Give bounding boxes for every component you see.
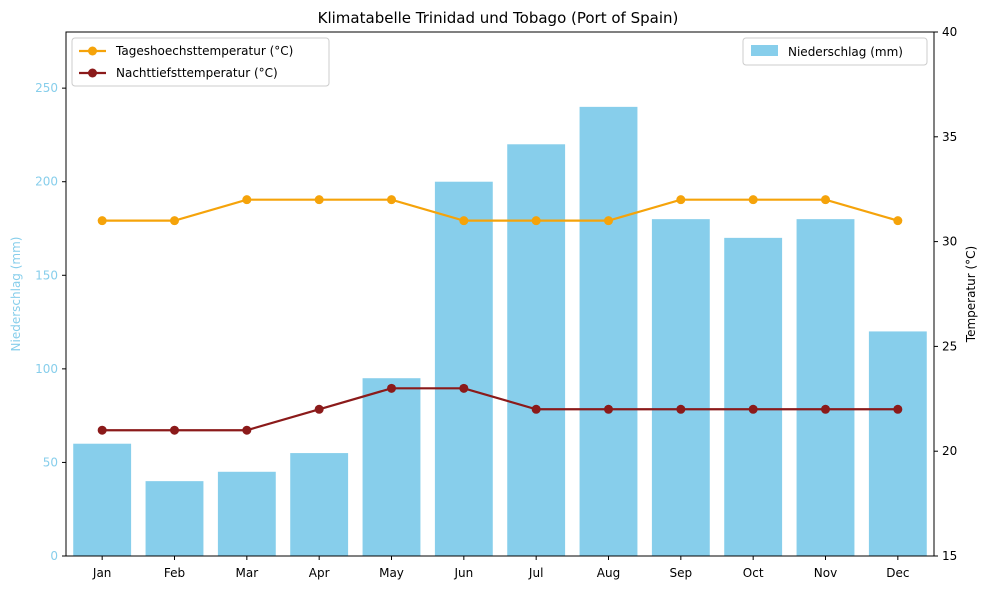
legend-bars-box bbox=[742, 37, 928, 66]
legend-line-marker bbox=[88, 68, 97, 78]
plot-area: Jan Feb Mar Apr May Jun Jul Aug Sep Oct Nov Dec 0 50 1… bbox=[35, 25, 957, 580]
line-point-2-jun bbox=[459, 383, 469, 393]
right-axis-label: Temperatur (°C) bbox=[964, 246, 978, 343]
bar-dec bbox=[868, 331, 927, 556]
line-point-1-jan bbox=[97, 216, 107, 226]
legend-lines: Tageshoechsttemperatur (°C) Nachttiefstte… bbox=[71, 37, 330, 87]
x-tick-label: Aug bbox=[597, 566, 620, 580]
line-point-2-may bbox=[387, 383, 396, 393]
line-point-1-nov bbox=[821, 195, 830, 205]
right-tick-label: 20 bbox=[942, 444, 957, 458]
x-tick-label: Mar bbox=[236, 566, 259, 580]
line-point-1-apr bbox=[314, 195, 324, 205]
bar-feb bbox=[145, 481, 204, 556]
x-tick-label: Jun bbox=[453, 566, 473, 580]
left-tick-label: 50 bbox=[43, 455, 58, 469]
x-tick-label: Sep bbox=[670, 566, 693, 580]
bar-oct bbox=[724, 237, 783, 556]
left-tick-label: 150 bbox=[35, 268, 58, 282]
bar-jan bbox=[73, 443, 132, 556]
line-point-2-feb bbox=[170, 425, 179, 435]
line-point-2-oct bbox=[748, 404, 758, 414]
legend-bar-label: Niederschlag (mm) bbox=[788, 45, 903, 59]
x-tick-label: Jan bbox=[92, 566, 112, 580]
legend-line-label: Tageshoechsttemperatur (°C) bbox=[115, 44, 293, 58]
line-point-2-sep bbox=[676, 404, 686, 414]
line-point-1-jun bbox=[459, 216, 469, 226]
chart-title: Klimatabelle Trinidad und Tobago (Port o… bbox=[318, 9, 679, 27]
left-tick-label: 200 bbox=[35, 175, 58, 189]
legend-line-label: Nachttiefsttemperatur (°C) bbox=[116, 66, 278, 80]
line-point-2-apr bbox=[314, 404, 324, 414]
right-tick-label: 15 bbox=[942, 549, 957, 563]
line-point-2-nov bbox=[821, 404, 830, 414]
right-tick-label: 30 bbox=[942, 235, 957, 249]
line-point-2-jul bbox=[531, 404, 541, 414]
bar-jun bbox=[434, 181, 493, 556]
bar-sep bbox=[651, 219, 710, 556]
line-point-2-mar bbox=[242, 425, 252, 435]
x-tick-label: Nov bbox=[814, 566, 837, 580]
x-tick-label: Oct bbox=[743, 566, 764, 580]
line-point-2-aug bbox=[604, 404, 613, 414]
right-tick-label: 40 bbox=[942, 25, 957, 39]
line-point-1-oct bbox=[748, 195, 758, 205]
right-tick-label: 25 bbox=[942, 339, 957, 353]
line-point-2-dec bbox=[893, 404, 903, 414]
legend-bar-swatch bbox=[751, 45, 778, 56]
line-series-1 bbox=[102, 198, 899, 222]
plot-frame bbox=[65, 31, 935, 557]
bar-may bbox=[362, 378, 421, 556]
x-tick-label: Apr bbox=[309, 566, 330, 580]
legend-lines-box bbox=[71, 37, 330, 87]
bar-apr bbox=[290, 453, 349, 556]
right-tick-label: 35 bbox=[942, 130, 957, 144]
legend-line-marker bbox=[88, 46, 97, 56]
x-tick-label: Jul bbox=[528, 566, 543, 580]
line-point-1-may bbox=[387, 195, 396, 205]
line-point-1-feb bbox=[170, 216, 179, 226]
bar-aug bbox=[579, 106, 638, 556]
x-tick-label: May bbox=[379, 566, 404, 580]
left-axis-label: Niederschlag (mm) bbox=[9, 237, 23, 352]
legend-bars: Niederschlag (mm) bbox=[742, 37, 928, 66]
line-point-2-jan bbox=[97, 425, 107, 435]
x-tick-label: Feb bbox=[164, 566, 185, 580]
left-tick-label: 250 bbox=[35, 81, 58, 95]
bar-nov bbox=[796, 219, 855, 556]
bar-mar bbox=[217, 471, 276, 556]
line-point-1-dec bbox=[893, 216, 903, 226]
left-tick-label: 0 bbox=[50, 549, 58, 563]
x-tick-label: Dec bbox=[886, 566, 909, 580]
left-tick-label: 100 bbox=[35, 362, 58, 376]
line-point-1-aug bbox=[604, 216, 613, 226]
line-series-2 bbox=[102, 387, 898, 432]
bar-jul bbox=[507, 144, 566, 557]
line-point-1-mar bbox=[242, 195, 252, 205]
line-point-1-jul bbox=[531, 216, 541, 226]
line-point-1-sep bbox=[676, 195, 686, 205]
